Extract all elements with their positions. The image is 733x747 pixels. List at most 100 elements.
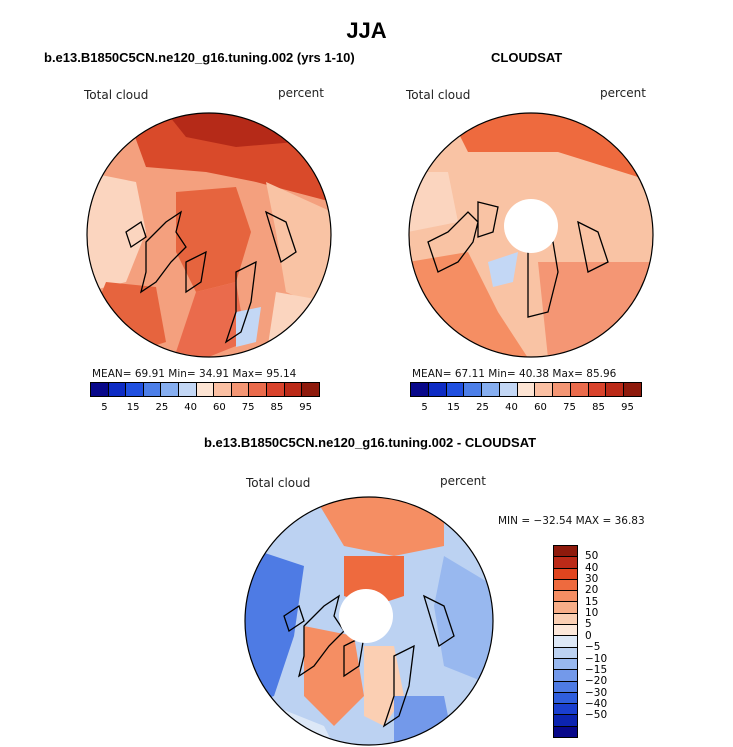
field-patch	[176, 187, 251, 292]
field-patch	[434, 556, 493, 686]
diff-minmax: MIN = −32.54 MAX = 36.83	[498, 515, 645, 527]
diff-colorbar	[553, 545, 578, 738]
colorbar-tick-label: −20	[585, 675, 608, 688]
model-panel-title: b.e13.B1850C5CN.ne120_g16.tuning.002 (yr…	[44, 50, 355, 65]
colorbar-tick-label: 60	[213, 402, 226, 413]
colorbar-swatch	[588, 383, 607, 396]
colorbar-swatch	[411, 383, 429, 396]
colorbar-tick-label: 15	[585, 595, 599, 608]
model-polar-map	[86, 112, 332, 358]
field-patch	[314, 497, 444, 556]
colorbar-tick-label: 20	[585, 584, 599, 597]
colorbar-swatch	[624, 383, 641, 396]
colorbar-tick-label: −5	[585, 641, 601, 654]
coastline	[283, 594, 455, 728]
colorbar-swatch	[302, 383, 319, 396]
field-patch	[87, 282, 166, 357]
model-colorbar	[90, 382, 320, 397]
figure-title: JJA	[346, 18, 387, 43]
colorbar-swatch	[554, 726, 577, 738]
colorbar-tick-label: 75	[241, 402, 255, 413]
colorbar-swatch	[196, 383, 215, 396]
colorbar-tick-label: 60	[534, 402, 547, 413]
colorbar-tick-label: 25	[155, 402, 169, 413]
field-patch	[266, 182, 331, 312]
colorbar-swatch	[554, 715, 577, 727]
field-patch	[266, 292, 331, 357]
colorbar-tick-label: 40	[505, 402, 518, 413]
colorbar-swatch	[126, 383, 144, 396]
colorbar-swatch	[554, 681, 577, 693]
colorbar-swatch	[499, 383, 518, 396]
colorbar-swatch	[554, 613, 577, 626]
colorbar-swatch	[446, 383, 465, 396]
diff-units-label: percent	[440, 474, 486, 488]
obs-polar-map	[408, 112, 654, 358]
colorbar-tick-label: 85	[592, 402, 605, 413]
obs-stats: MEAN= 67.11 Min= 40.38 Max= 85.96	[412, 368, 617, 380]
diff-panel-title: b.e13.B1850C5CN.ne120_g16.tuning.002 - C…	[204, 435, 537, 450]
colorbar-tick-label: 5	[421, 402, 428, 413]
colorbar-swatch	[554, 670, 577, 682]
colorbar-swatch	[482, 383, 500, 396]
colorbar-swatch	[428, 383, 447, 396]
field-patch	[488, 252, 518, 287]
obs-colorbar	[410, 382, 642, 397]
field-patch	[409, 172, 458, 232]
colorbar-swatch	[554, 658, 577, 671]
colorbar-swatch	[554, 692, 577, 705]
colorbar-tick-label: 75	[563, 402, 576, 413]
colorbar-tick-label: 95	[621, 402, 634, 413]
colorbar-tick-label: 40	[184, 402, 197, 413]
obs-colorbar-labels: 5 15 25 40 60 75 85 95	[410, 402, 642, 416]
colorbar-tick-label: 40	[585, 561, 599, 574]
colorbar-tick-label: 0	[585, 629, 592, 642]
colorbar-swatch	[606, 383, 625, 396]
colorbar-swatch	[231, 383, 250, 396]
obs-panel-title: CLOUDSAT	[491, 50, 563, 65]
colorbar-tick-label: 30	[585, 573, 599, 586]
colorbar-swatch	[91, 383, 109, 396]
colorbar-tick-label: 15	[126, 402, 140, 413]
colorbar-tick-label: −50	[585, 709, 608, 722]
colorbar-swatch	[554, 647, 577, 659]
colorbar-swatch	[554, 602, 577, 614]
model-colorbar-labels: 5 15 25 40 60 75 85 95	[90, 402, 320, 416]
colorbar-tick-label: 5	[585, 618, 592, 631]
coastline	[125, 210, 297, 344]
colorbar-tick-label: 95	[299, 402, 312, 413]
field-patch	[87, 172, 146, 292]
field-patch	[176, 282, 246, 357]
model-stats: MEAN= 69.91 Min= 34.91 Max= 95.14	[92, 368, 297, 380]
colorbar-swatch	[179, 383, 197, 396]
colorbar-swatch	[108, 383, 127, 396]
obs-units-label: percent	[600, 86, 646, 100]
colorbar-tick-label: 85	[270, 402, 284, 413]
colorbar-swatch	[554, 568, 577, 580]
colorbar-swatch	[553, 383, 571, 396]
colorbar-tick-label: −10	[585, 652, 608, 665]
field-patch	[236, 307, 261, 347]
model-units-label: percent	[278, 86, 324, 100]
model-variable-label: Total cloud	[84, 88, 149, 102]
colorbar-swatch	[464, 383, 483, 396]
field-patch	[538, 262, 653, 357]
colorbar-swatch	[554, 625, 577, 637]
field-patch	[304, 626, 364, 726]
colorbar-tick-label: 50	[585, 550, 599, 563]
colorbar-swatch	[554, 546, 577, 558]
colorbar-tick-label: −30	[585, 686, 608, 699]
colorbar-tick-label: −40	[585, 697, 608, 710]
obs-variable-label: Total cloud	[406, 88, 471, 102]
colorbar-tick-label: 5	[101, 402, 108, 413]
diff-polar-map	[244, 496, 494, 746]
missing-data-hole	[504, 199, 558, 253]
colorbar-tick-label: 10	[585, 607, 599, 620]
colorbar-swatch	[554, 591, 577, 603]
diff-colorbar-labels: 50 40 30 20 15 10 5 0 −5 −10 −15 −20 −30 −40 −50	[585, 545, 625, 738]
colorbar-swatch	[517, 383, 536, 396]
colorbar-swatch	[161, 383, 180, 396]
colorbar-swatch	[249, 383, 268, 396]
colorbar-swatch	[267, 383, 285, 396]
colorbar-swatch	[214, 383, 232, 396]
